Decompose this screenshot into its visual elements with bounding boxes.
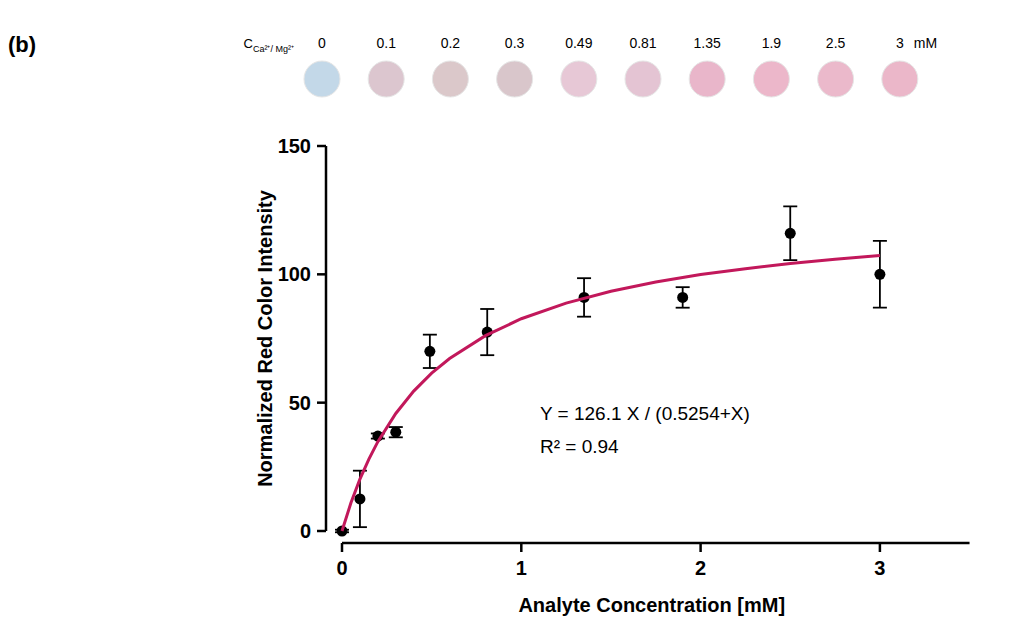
color-swatch	[689, 61, 725, 97]
swatch-concentration: 1.35	[694, 35, 721, 51]
error-bar-cap	[353, 526, 367, 528]
axes: 0 50 100 150 0 1 2 3	[278, 135, 970, 579]
error-bar-cap	[423, 367, 437, 369]
x-tick-label: 1	[516, 557, 527, 579]
x-tick-label: 2	[695, 557, 706, 579]
swatch-label-main: C	[244, 36, 253, 51]
error-bar-cap	[676, 286, 690, 288]
swatch-concentration: 0.81	[629, 35, 656, 51]
error-bar-cap	[423, 334, 437, 336]
panel-label: (b)	[8, 32, 36, 57]
data-point	[390, 427, 401, 438]
y-tick-label: 150	[278, 135, 311, 157]
chart: (b) CCa²⁺/ Mg²⁺ 0 0.1 0.2 0.3 0.49 0.81 1.35 1.9 2…	[0, 0, 1017, 626]
error-bar-cap	[577, 316, 591, 318]
y-tick-label: 100	[278, 263, 311, 285]
annotation: Y = 126.1 X / (0.5254+X)	[540, 403, 750, 424]
data-point	[424, 346, 435, 357]
x-axis-title: Analyte Concentration [mM]	[518, 594, 785, 616]
swatch-concentration: 3	[896, 35, 904, 51]
error-bar-cap	[577, 277, 591, 279]
color-swatch	[625, 61, 661, 97]
swatch-label-sub: Ca²⁺/ Mg²⁺	[253, 44, 294, 54]
color-swatch	[497, 61, 533, 97]
y-axis-title: Normalized Red Color Intensity	[254, 189, 276, 487]
y-tick	[317, 145, 326, 148]
x-tick-label: 3	[874, 557, 885, 579]
x-tick	[341, 543, 344, 552]
annotation: R² = 0.94	[540, 436, 619, 457]
error-bar-cap	[873, 240, 887, 242]
error-bar	[873, 241, 887, 308]
swatch-concentration: 0.2	[441, 35, 461, 51]
error-bar	[783, 206, 797, 260]
x-tick	[699, 543, 702, 552]
error-bar	[423, 335, 437, 368]
error-bar-cap	[480, 308, 494, 310]
color-swatch	[753, 61, 789, 97]
x-tick	[520, 543, 523, 552]
error-bar	[389, 427, 403, 437]
y-tick	[317, 530, 326, 533]
swatch-unit: mM	[914, 35, 937, 51]
error-bar-cap	[783, 259, 797, 261]
color-swatch	[368, 61, 404, 97]
swatch-concentration: 0.1	[376, 35, 396, 51]
y-tick-label: 50	[289, 392, 311, 414]
fit-curve	[342, 256, 880, 531]
error-bar	[676, 287, 690, 308]
swatch-concentration: 0	[318, 35, 326, 51]
swatch-concentration: 1.9	[762, 35, 782, 51]
y-axis-line	[325, 146, 328, 531]
color-swatch	[818, 61, 854, 97]
swatch-label: CCa²⁺/ Mg²⁺	[244, 36, 294, 54]
y-tick	[317, 401, 326, 404]
data-point	[874, 269, 885, 280]
error-bar-cap	[783, 205, 797, 207]
x-axis-line	[342, 542, 970, 545]
y-tick	[317, 273, 326, 276]
swatch-concentration: 0.3	[505, 35, 525, 51]
data-point	[354, 493, 365, 504]
data-point	[677, 292, 688, 303]
x-tick-label: 0	[336, 557, 347, 579]
color-swatch	[432, 61, 468, 97]
data-point	[785, 228, 796, 239]
x-tick	[879, 543, 882, 552]
color-swatch	[882, 61, 918, 97]
error-bar-cap	[873, 307, 887, 309]
swatch-concentration: 0.49	[565, 35, 592, 51]
error-bar-cap	[676, 307, 690, 309]
color-swatch	[304, 61, 340, 97]
plot-area	[335, 206, 887, 536]
y-tick-label: 0	[300, 520, 311, 542]
color-swatch	[561, 61, 597, 97]
error-bar-cap	[480, 354, 494, 356]
swatch-concentration: 2.5	[826, 35, 846, 51]
